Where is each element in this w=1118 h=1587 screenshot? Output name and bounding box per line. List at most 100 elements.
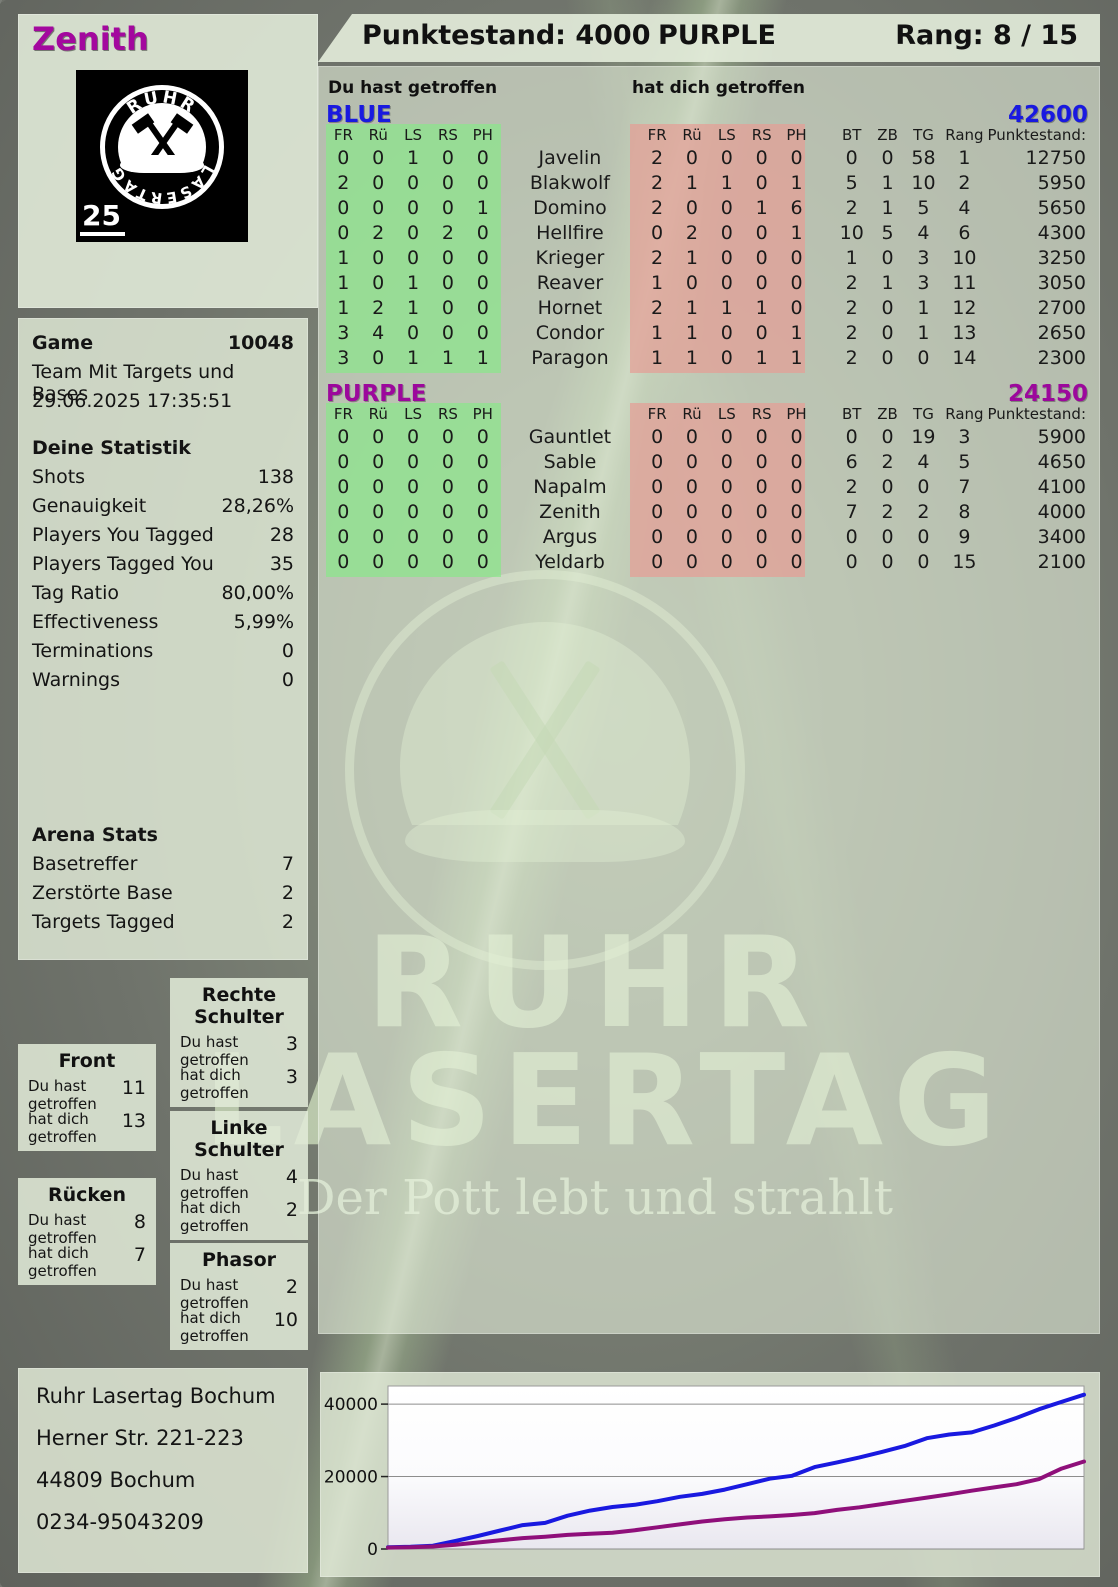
rang-cell: 6 <box>958 222 971 244</box>
plot-area <box>387 1385 1085 1550</box>
hit-you-cell: 0 <box>790 297 803 319</box>
personal-stat-row: Warnings 0 <box>32 669 294 698</box>
spacer <box>814 475 834 500</box>
hit-you-cell: 1 <box>790 347 803 369</box>
hit-you-cell: 1 <box>720 297 733 319</box>
hit-you-cell: 2 <box>651 247 664 269</box>
hit-you-cell: 0 <box>720 551 733 573</box>
column-header <box>500 124 639 146</box>
venue-address-panel: Ruhr Lasertag Bochum Herner Str. 221-223… <box>18 1368 308 1573</box>
hit-you-cell: 0 <box>651 222 664 244</box>
spacer <box>814 346 834 371</box>
bodycard-them-label: hat dich getroffen <box>180 1066 249 1102</box>
rank-label: Rang: 8 / 15 <box>895 20 1078 51</box>
hit-you-cell: 2 <box>651 197 664 219</box>
personal-stat-label: Shots <box>32 466 86 488</box>
spacer <box>318 403 326 425</box>
player-name-cell: Sable <box>543 451 597 473</box>
spacer <box>814 271 834 296</box>
player-name-cell: Yeldarb <box>535 551 605 573</box>
spacer <box>318 346 326 371</box>
you-hit-cell: 0 <box>407 451 420 473</box>
hit-you-cell: 0 <box>790 476 803 498</box>
hit-you-cell: 0 <box>651 476 664 498</box>
column-header: Rü <box>682 405 702 423</box>
you-hit-cell: 0 <box>372 272 385 294</box>
player-stats-panel: Game 10048 Team Mit Targets und Bases 29… <box>18 318 308 960</box>
you-hit-cell: 0 <box>441 272 454 294</box>
spacer <box>318 450 326 475</box>
spacer <box>814 321 834 346</box>
you-hit-cell: 1 <box>337 272 350 294</box>
spacer <box>814 550 834 575</box>
spacer <box>814 450 834 475</box>
bodycard-them-value: 13 <box>121 1110 146 1132</box>
arena-stats-title: Arena Stats <box>32 824 158 846</box>
rang-cell: 3 <box>958 426 971 448</box>
hit-you-cell: 1 <box>651 347 664 369</box>
svg-text:RUHR: RUHR <box>123 87 200 118</box>
spacer <box>318 525 326 550</box>
bt-cell: 10 <box>839 222 864 244</box>
personal-stat-value: 0 <box>281 640 294 662</box>
you-hit-cell: 2 <box>372 222 385 244</box>
hit-you-cell: 1 <box>685 297 698 319</box>
column-header: RS <box>437 126 458 144</box>
bodycard-you-label: Du hast getroffen <box>180 1033 249 1069</box>
game-label: Game <box>32 332 94 354</box>
rang-cell: 8 <box>958 501 971 523</box>
score-label: Punktestand: 4000 <box>362 20 651 51</box>
address-line-1: Ruhr Lasertag Bochum <box>36 1384 276 1408</box>
hit-you-cell: 1 <box>685 322 698 344</box>
tg-cell: 0 <box>917 551 930 573</box>
bodycard-front: Front Du hast getroffen 11 hat dich getroff… <box>18 1044 156 1151</box>
personal-stat-label: Players You Tagged <box>32 524 214 546</box>
player-name-cell: Napalm <box>533 476 607 498</box>
hit-you-cell: 0 <box>720 147 733 169</box>
rang-cell: 2 <box>958 172 971 194</box>
table-row: 0 0 0 0 0 Zenith 0 0 0 0 0 7 2 2 8 4000 <box>318 500 1100 525</box>
column-header: PH <box>472 126 493 144</box>
y-axis-tick-label: 20000 <box>324 1468 378 1488</box>
arena-stat-row: Targets Tagged 2 <box>32 911 294 940</box>
bodycard-you-value: 4 <box>285 1166 298 1188</box>
spacer <box>318 475 326 500</box>
rang-cell: 5 <box>958 451 971 473</box>
series-line-blue <box>386 1392 1086 1550</box>
hit-you-cell: 0 <box>790 272 803 294</box>
bt-cell: 5 <box>845 172 858 194</box>
bodycard-title: Linke Schulter <box>194 1117 284 1161</box>
rang-cell: 4 <box>958 197 971 219</box>
arena-stats-list: Basetreffer 7 Zerstörte Base 2 Targets Tagge… <box>32 853 294 940</box>
hit-you-cell: 0 <box>755 451 768 473</box>
column-header: LS <box>404 405 422 423</box>
you-hit-cell: 0 <box>337 147 350 169</box>
column-header: Rü <box>682 126 702 144</box>
bodycard-rechte-schulter: Rechte Schulter Du hast getroffen 3 hat dic… <box>170 978 308 1107</box>
column-header: TG <box>913 405 934 423</box>
player-name-cell: Condor <box>535 322 605 344</box>
you-hit-cell: 0 <box>441 172 454 194</box>
logo-arc-svg: RUHR LASERTAG <box>107 87 215 207</box>
spacer <box>814 425 834 450</box>
personal-stat-row: Terminations 0 <box>32 640 294 669</box>
column-header: PH <box>786 126 807 144</box>
hit-you-cell: 0 <box>685 526 699 548</box>
you-hit-cell: 0 <box>441 526 454 548</box>
table-row: 0 0 1 0 0 Javelin 2 0 0 0 0 0 0 58 1 12750 <box>318 146 1100 171</box>
you-hit-cell: 1 <box>476 197 489 219</box>
you-hit-cell: 1 <box>407 347 420 369</box>
tg-cell: 19 <box>911 426 936 448</box>
hit-you-cell: 2 <box>651 297 664 319</box>
you-hit-cell: 0 <box>407 501 420 523</box>
hit-you-cell: 0 <box>720 526 733 548</box>
zb-cell: 1 <box>881 197 894 219</box>
you-hit-cell: 0 <box>476 172 489 194</box>
team-label: PURPLE <box>658 20 776 51</box>
you-hit-cell: 1 <box>407 147 420 169</box>
team-name-purple: PURPLE <box>326 381 427 407</box>
spacer <box>318 271 326 296</box>
column-header <box>814 124 834 146</box>
column-header: Rü <box>368 405 388 423</box>
points-cell: 4100 <box>1037 476 1086 498</box>
